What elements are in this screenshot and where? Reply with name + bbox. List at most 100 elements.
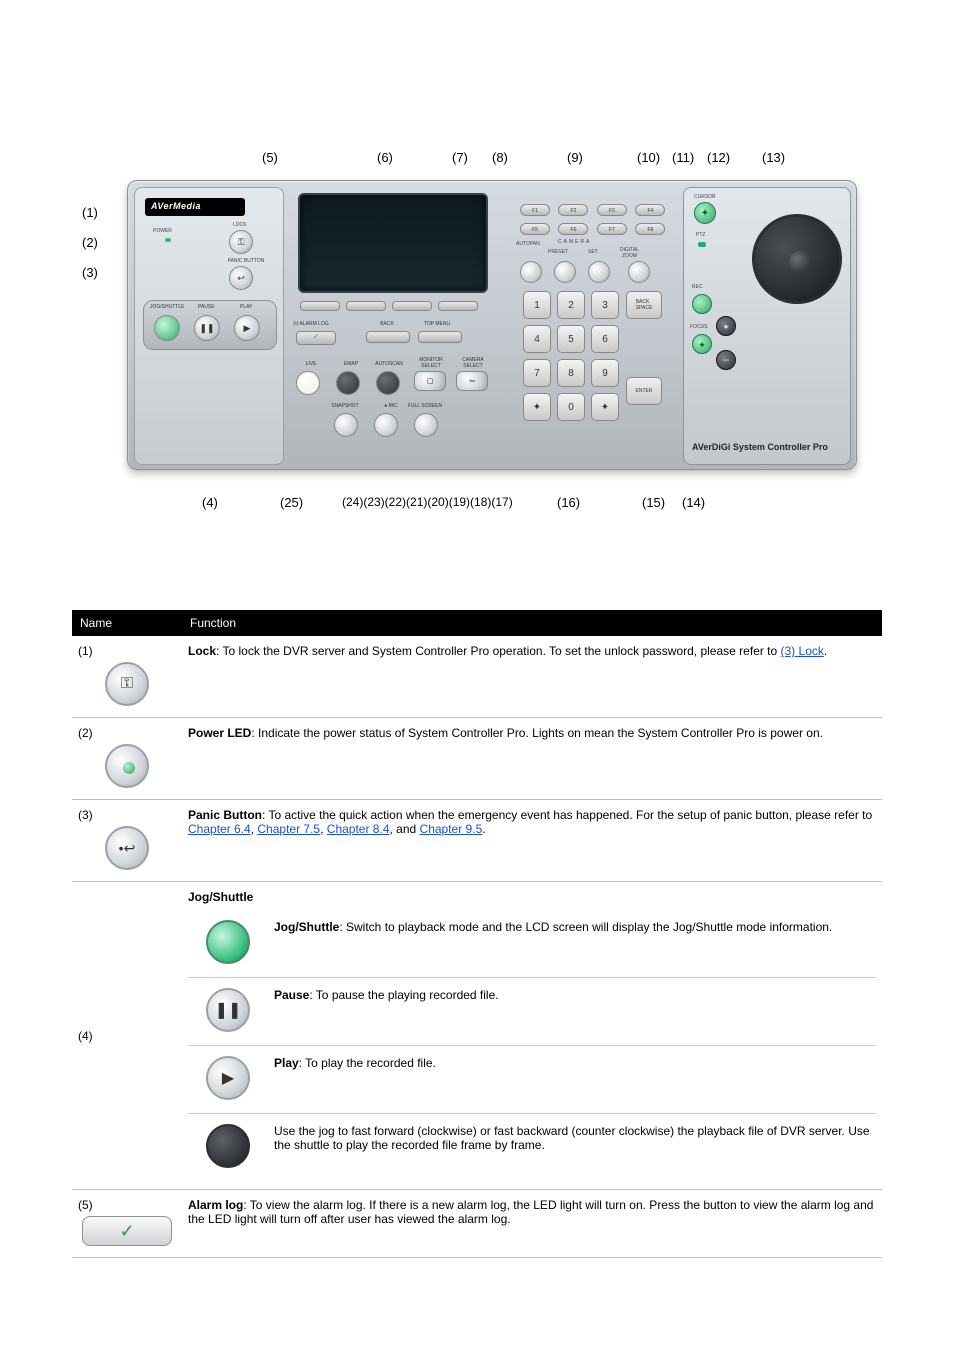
callout-2: (2) bbox=[82, 235, 98, 250]
callout-8: (8) bbox=[492, 150, 508, 165]
callout-1: (1) bbox=[82, 205, 98, 220]
ptz-led bbox=[698, 242, 706, 247]
backspace-key[interactable]: BACK SPACE bbox=[626, 291, 662, 319]
focus-label: FOCUS bbox=[690, 324, 708, 330]
sub-icon-cell bbox=[188, 1114, 268, 1182]
callout-4: (4) bbox=[202, 495, 218, 510]
key-1[interactable]: 1 bbox=[523, 291, 551, 319]
sub-icon-cell bbox=[188, 910, 268, 978]
key-7[interactable]: 7 bbox=[523, 359, 551, 387]
row-description: Alarm log: To view the alarm log. If the… bbox=[182, 1190, 882, 1258]
row-number: (2) bbox=[72, 718, 182, 800]
soft-button-4[interactable] bbox=[438, 301, 478, 311]
sub-row: Jog/Shuttle: Switch to playback mode and… bbox=[188, 910, 876, 978]
play-button[interactable]: ▶ bbox=[234, 315, 260, 341]
cursor-label: CURSOR bbox=[694, 194, 716, 200]
cursor-button[interactable]: ✦ bbox=[694, 202, 716, 224]
topmenu-button[interactable] bbox=[418, 331, 462, 343]
f3-key[interactable]: F3 bbox=[597, 204, 627, 216]
key-star2[interactable]: ✦ bbox=[591, 393, 619, 421]
sub-text: Play: To play the recorded file. bbox=[268, 1046, 876, 1114]
page: (5) (6) (7) (8) (9) (10) (11) (12) (13) … bbox=[40, 150, 914, 1258]
key-star1[interactable]: ✦ bbox=[523, 393, 551, 421]
emap-button[interactable] bbox=[336, 371, 360, 395]
jog-wheel[interactable] bbox=[752, 214, 842, 304]
panic-button[interactable]: ↩ bbox=[229, 266, 253, 290]
power-led bbox=[165, 238, 171, 242]
back-label: BACK bbox=[368, 321, 406, 327]
key-5[interactable]: 5 bbox=[557, 325, 585, 353]
cameraselect-button[interactable]: ⇦ bbox=[456, 371, 488, 391]
emap-label: EMAP bbox=[332, 361, 370, 367]
key-3[interactable]: 3 bbox=[591, 291, 619, 319]
cameraselect-label: CAMERA SELECT bbox=[454, 357, 492, 369]
f2-key[interactable]: F2 bbox=[558, 204, 588, 216]
f5-key[interactable]: F5 bbox=[520, 223, 550, 235]
soft-button-3[interactable] bbox=[392, 301, 432, 311]
key-8[interactable]: 8 bbox=[557, 359, 585, 387]
snapshot-button[interactable] bbox=[334, 413, 358, 437]
digitalzoom-label: DIGITAL ZOOM bbox=[620, 247, 639, 259]
enter-key[interactable]: ENTER bbox=[626, 377, 662, 405]
table-row: (4)Jog/ShuttleJog/Shuttle: Switch to pla… bbox=[72, 882, 882, 1190]
key-4[interactable]: 4 bbox=[523, 325, 551, 353]
jog-knob-icon bbox=[206, 1124, 250, 1168]
row-number: (1)⚿ bbox=[72, 636, 182, 718]
monitorselect-button[interactable]: ▢ bbox=[414, 371, 446, 391]
alarmlog-button[interactable]: ✓ bbox=[296, 331, 336, 345]
callout-15: (15) bbox=[642, 495, 665, 510]
key-9[interactable]: 9 bbox=[591, 359, 619, 387]
sub-text: Use the jog to fast forward (clockwise) … bbox=[268, 1114, 876, 1182]
jog-shuttle-button[interactable] bbox=[154, 315, 180, 341]
device-panel: AVerMedia POWER LOCK ⚿ PANIC BUTTON ↩ JO… bbox=[127, 180, 857, 470]
sub-table: Jog/Shuttle: Switch to playback mode and… bbox=[188, 910, 876, 1181]
mic-label: ● MIC bbox=[372, 403, 410, 409]
set-button[interactable] bbox=[588, 261, 610, 283]
pause-icon: ❚❚ bbox=[206, 988, 250, 1032]
f8-key[interactable]: F8 bbox=[635, 223, 665, 235]
back-button[interactable] bbox=[366, 331, 410, 343]
monitorselect-label: MONITOR SELECT bbox=[412, 357, 450, 369]
f6-key[interactable]: F6 bbox=[558, 223, 588, 235]
key-0[interactable]: 0 bbox=[557, 393, 585, 421]
fkey-row: F1 F2 F3 F4 F5 F6 F7 F8 bbox=[518, 199, 668, 237]
alarmlog-label: (•) ALARM LOG bbox=[292, 321, 330, 327]
callout-13: (13) bbox=[762, 150, 785, 165]
table-row: (5)✓Alarm log: To view the alarm log. If… bbox=[72, 1190, 882, 1258]
sub-text: Pause: To pause the playing recorded fil… bbox=[268, 978, 876, 1046]
preset-button[interactable] bbox=[554, 261, 576, 283]
lock-button[interactable]: ⚿ bbox=[229, 230, 253, 254]
callout-cluster: (24)(23)(22)(21)(20)(19)(18)(17) bbox=[342, 495, 513, 509]
focus-button[interactable]: ✦ bbox=[692, 334, 712, 354]
live-button[interactable] bbox=[296, 371, 320, 395]
lcd-screen bbox=[298, 193, 488, 293]
pause-button[interactable]: ❚❚ bbox=[194, 315, 220, 341]
row-description: Panic Button: To active the quick action… bbox=[182, 800, 882, 882]
callout-9: (9) bbox=[567, 150, 583, 165]
f7-key[interactable]: F7 bbox=[597, 223, 627, 235]
key-2[interactable]: 2 bbox=[557, 291, 585, 319]
play-icon: ▶ bbox=[206, 1056, 250, 1100]
fullscreen-label: FULL SCREEN bbox=[406, 403, 444, 409]
brand-right: AVerDiGi System Controller Pro bbox=[692, 442, 828, 452]
autoscan-button[interactable] bbox=[376, 371, 400, 395]
play-label: PLAY bbox=[240, 304, 252, 310]
camera-label: CAMERA bbox=[558, 239, 591, 245]
key-6[interactable]: 6 bbox=[591, 325, 619, 353]
rec-button[interactable] bbox=[692, 294, 712, 314]
f1-key[interactable]: F1 bbox=[520, 204, 550, 216]
focus-minus-button[interactable]: − bbox=[716, 350, 736, 370]
autopan-button[interactable] bbox=[520, 261, 542, 283]
mic-button[interactable] bbox=[374, 413, 398, 437]
fullscreen-button[interactable] bbox=[414, 413, 438, 437]
soft-button-1[interactable] bbox=[300, 301, 340, 311]
sub-text: Jog/Shuttle: Switch to playback mode and… bbox=[268, 910, 876, 978]
callout-25: (25) bbox=[280, 495, 303, 510]
f4-key[interactable]: F4 bbox=[635, 204, 665, 216]
soft-button-2[interactable] bbox=[346, 301, 386, 311]
snapshot-label: SNAPSHOT bbox=[326, 403, 364, 409]
callout-7: (7) bbox=[452, 150, 468, 165]
digitalzoom-button[interactable] bbox=[628, 261, 650, 283]
jogshuttle-icon bbox=[206, 920, 250, 964]
focus-plus-button[interactable]: ✦ bbox=[716, 316, 736, 336]
